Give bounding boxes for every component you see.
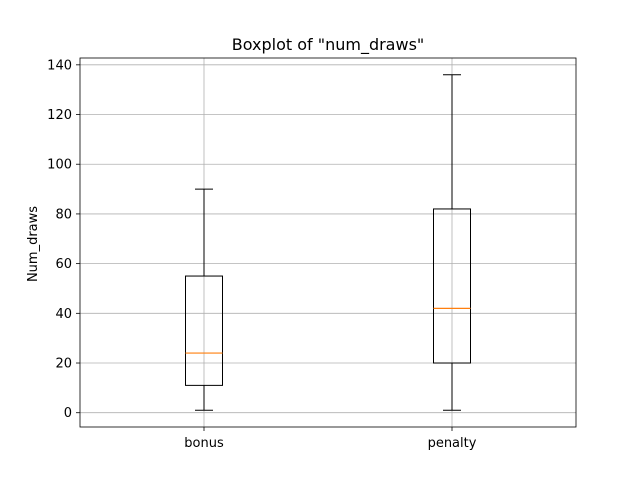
iqr-box <box>433 208 471 364</box>
iqr-box <box>185 275 223 386</box>
chart-title: Boxplot of "num_draws" <box>232 35 425 55</box>
plot-frame <box>79 57 577 428</box>
y-axis-label: Num_draws <box>26 206 41 282</box>
x-tick-label: bonus <box>184 436 224 451</box>
axes: 0 20 40 60 80 100 120 140 bonus penalty <box>47 57 577 451</box>
y-tick-label: 40 <box>55 307 72 322</box>
y-tick-label: 20 <box>55 357 72 372</box>
y-tick-label: 100 <box>47 158 72 173</box>
y-tick-label: 140 <box>47 58 72 73</box>
boxes <box>185 74 471 411</box>
x-tick-label: penalty <box>428 436 477 451</box>
box-penalty <box>433 74 471 411</box>
y-tick-label: 120 <box>47 108 72 123</box>
y-tick-label: 0 <box>64 406 72 421</box>
box-bonus <box>185 188 223 411</box>
y-tick-label: 60 <box>55 257 72 272</box>
y-tick-label: 80 <box>55 207 72 222</box>
